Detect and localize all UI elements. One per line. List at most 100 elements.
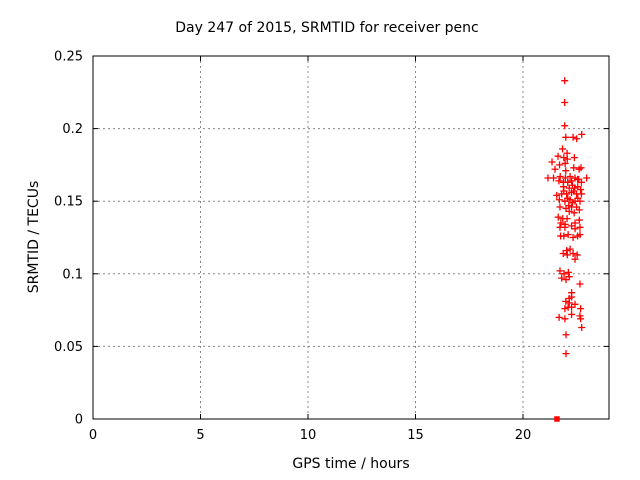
data-point-cross [576, 280, 584, 288]
data-point-cross [566, 245, 574, 253]
data-point-cross [560, 187, 568, 195]
data-point-cross [575, 206, 583, 214]
data-point-cross [556, 203, 564, 211]
data-point-cross [562, 133, 570, 141]
data-point-square [554, 416, 560, 422]
data-point-cross [574, 194, 582, 202]
data-point-cross [565, 273, 573, 281]
data-point-cross [575, 216, 583, 224]
data-point-cross [573, 135, 581, 143]
data-point-cross [556, 267, 564, 275]
data-point-cross [554, 213, 562, 221]
data-point-cross [573, 251, 581, 259]
data-point-cross [570, 154, 578, 162]
data-point-cross [583, 174, 591, 182]
chart-title: Day 247 of 2015, SRMTID for receiver pen… [175, 20, 478, 36]
y-tick-label: 0 [75, 413, 83, 428]
y-tick-label: 0.25 [54, 50, 83, 65]
data-point-cross [562, 331, 570, 339]
data-point-cross [570, 209, 578, 217]
data-point-cross [564, 178, 572, 186]
data-point-cross [564, 268, 572, 276]
data-point-cross [559, 249, 567, 257]
data-point-cross [570, 187, 578, 195]
data-point-cross [554, 152, 562, 160]
x-tick-label: 10 [300, 428, 317, 443]
data-point-cross [569, 249, 577, 257]
data-point-cross [568, 177, 576, 185]
data-point-cross [560, 232, 568, 240]
data-point-cross [561, 305, 569, 313]
data-point-cross [565, 299, 573, 307]
x-tick-label: 20 [515, 428, 532, 443]
data-point-cross [555, 196, 563, 204]
data-point-cross [569, 234, 577, 241]
data-point-cross [568, 181, 576, 189]
data-point-cross [568, 199, 576, 207]
data-point-cross [577, 315, 585, 323]
data-point-cross [578, 324, 586, 332]
data-point-cross [578, 130, 586, 138]
data-point-cross [563, 155, 571, 163]
data-point-cross [577, 178, 585, 186]
data-point-cross [574, 175, 582, 183]
data-point-cross [560, 154, 568, 162]
data-point-cross [556, 173, 564, 181]
data-point-cross [574, 183, 582, 191]
data-point-cross [562, 297, 570, 305]
data-point-cross [561, 315, 569, 323]
data-point-cross [571, 300, 579, 308]
data-point-cross [568, 310, 576, 318]
data-point-cross [577, 305, 585, 313]
data-point-cross [566, 173, 574, 181]
y-tick-label: 0.1 [62, 267, 83, 282]
data-point-cross [565, 207, 573, 215]
data-point-cross [561, 223, 569, 231]
data-point-cross [577, 164, 585, 172]
x-tick-label: 0 [89, 428, 97, 443]
data-point-cross [576, 223, 584, 231]
y-tick-label: 0.15 [54, 195, 83, 210]
data-point-cross [562, 350, 570, 358]
data-point-cross [558, 274, 566, 282]
data-point-cross [556, 161, 564, 169]
y-axis-label: SRMTID / TECUs [26, 181, 42, 294]
y-tick-label: 0.05 [54, 340, 83, 355]
data-point-cross [576, 231, 584, 239]
x-axis-label: GPS time / hours [292, 456, 409, 472]
data-point-cross [561, 122, 569, 130]
data-point-cross [555, 313, 563, 321]
data-point-cross [561, 77, 569, 85]
data-point-cross [551, 165, 559, 173]
data-point-cross [570, 164, 578, 172]
data-point-cross [548, 158, 556, 166]
data-point-cross [561, 98, 569, 106]
data-point-cross [569, 133, 577, 141]
tick-labels: 0 5 10 15 20 0 0.05 0.1 0.15 0.2 0.25 [54, 50, 531, 444]
y-tick-label: 0.2 [62, 122, 83, 137]
x-tick-label: 15 [407, 428, 424, 443]
data-point-cross [577, 190, 585, 198]
data-point-cross [571, 225, 579, 233]
plot-border [92, 55, 610, 420]
data-point-cross [555, 177, 563, 185]
data-points [544, 77, 591, 422]
gridlines [93, 56, 609, 419]
x-tick-label: 5 [196, 428, 204, 443]
data-point-cross [562, 167, 570, 175]
data-point-cross [550, 174, 558, 182]
axis-ticks [92, 55, 609, 420]
data-point-cross [564, 194, 572, 202]
data-point-cross [563, 251, 571, 259]
data-point-cross [557, 219, 565, 227]
data-point-cross [568, 293, 576, 301]
data-point-cross [560, 270, 568, 278]
data-point-cross [563, 215, 571, 223]
data-point-cross [561, 159, 569, 167]
data-point-cross [571, 255, 579, 263]
data-point-cross [559, 145, 567, 153]
data-point-cross [564, 231, 572, 239]
data-point-cross [561, 174, 569, 182]
